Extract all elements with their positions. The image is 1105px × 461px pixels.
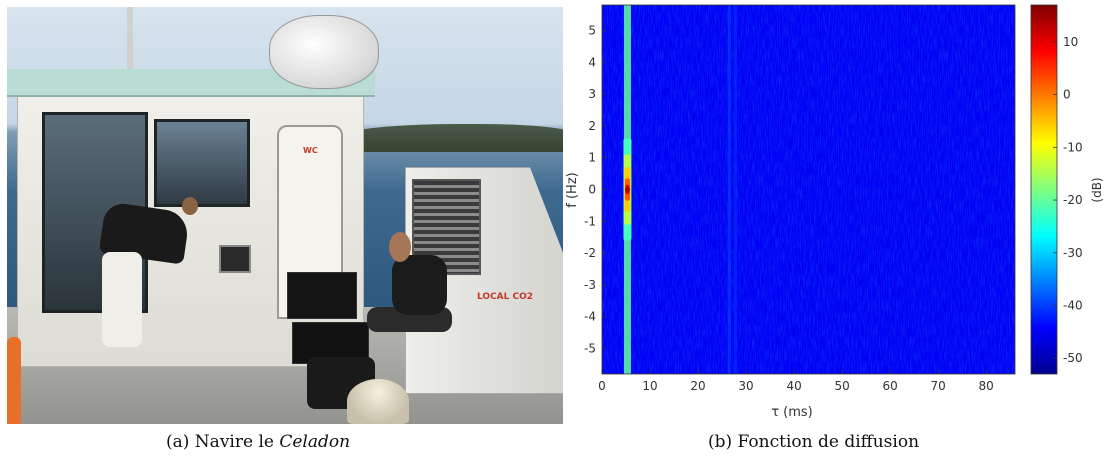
x-tick-label: 80 xyxy=(979,379,994,393)
y-tick-label: 2 xyxy=(588,119,596,133)
y-axis-label: f (Hz) xyxy=(565,172,580,207)
x-tick-label: 40 xyxy=(786,379,801,393)
x-tick-label: 0 xyxy=(598,379,606,393)
y-tick-label: -1 xyxy=(584,214,596,228)
heatmap-texture xyxy=(602,5,1015,374)
equipment-case xyxy=(287,272,357,319)
caption-panel-a: (a) Navire le Celadon xyxy=(166,432,350,452)
colorbar-tick-label: 10 xyxy=(1063,35,1078,49)
y-tick-label: 4 xyxy=(588,55,596,69)
x-tick-label: 70 xyxy=(931,379,946,393)
wc-sign: WC xyxy=(303,146,318,155)
y-tick-label: -3 xyxy=(584,278,596,292)
caption-a-text: (a) Navire le xyxy=(166,432,274,452)
colorbar-label: (dB) xyxy=(1090,177,1104,202)
liferaft-canister xyxy=(269,15,379,89)
y-tick-label: 5 xyxy=(588,23,596,37)
scattering-function-chart: 0 10 20 30 40 50 60 70 80 5 4 3 2 1 0 -1 -2 -3 -4 -5 10 0 -10… xyxy=(565,0,1105,430)
co2-sign: LOCAL CO2 xyxy=(477,292,534,302)
caption-a-ship-name: Celadon xyxy=(279,432,351,452)
x-tick-label: 20 xyxy=(690,379,705,393)
x-tick-label: 30 xyxy=(738,379,753,393)
y-tick-label: 3 xyxy=(588,87,596,101)
colorbar-tick-label: -40 xyxy=(1063,298,1083,312)
shoreline xyxy=(337,124,563,152)
colorbar-tick-label: -50 xyxy=(1063,351,1083,365)
y-tick-label: 1 xyxy=(588,151,596,165)
ship-photo: WC LOCAL CO2 xyxy=(7,7,563,424)
x-tick-label: 50 xyxy=(834,379,849,393)
navigation-light xyxy=(347,379,409,424)
person-seated xyxy=(367,227,457,377)
cabin-window xyxy=(154,119,250,207)
delay-ridge xyxy=(727,5,731,374)
colorbar-tick-label: -20 xyxy=(1063,193,1083,207)
laptop xyxy=(219,245,251,273)
colorbar-tick-label: -10 xyxy=(1063,140,1083,154)
y-tick-label: -2 xyxy=(584,246,596,260)
peak-point xyxy=(624,187,630,192)
life-buoy xyxy=(7,337,21,424)
y-tick-label: -5 xyxy=(584,342,596,356)
caption-panel-b: (b) Fonction de diffusion xyxy=(708,432,920,452)
mast xyxy=(127,7,133,87)
y-tick-label: -4 xyxy=(584,310,596,324)
x-tick-label: 10 xyxy=(642,379,657,393)
delay-ridge xyxy=(734,5,738,374)
colorbar xyxy=(1030,4,1058,375)
y-tick-label: 0 xyxy=(588,183,596,197)
person-standing xyxy=(98,197,198,357)
x-tick-label: 60 xyxy=(882,379,897,393)
colorbar-tick-label: -30 xyxy=(1063,246,1083,260)
x-axis-label: τ (ms) xyxy=(771,405,813,420)
colorbar-tick-label: 0 xyxy=(1063,88,1071,102)
